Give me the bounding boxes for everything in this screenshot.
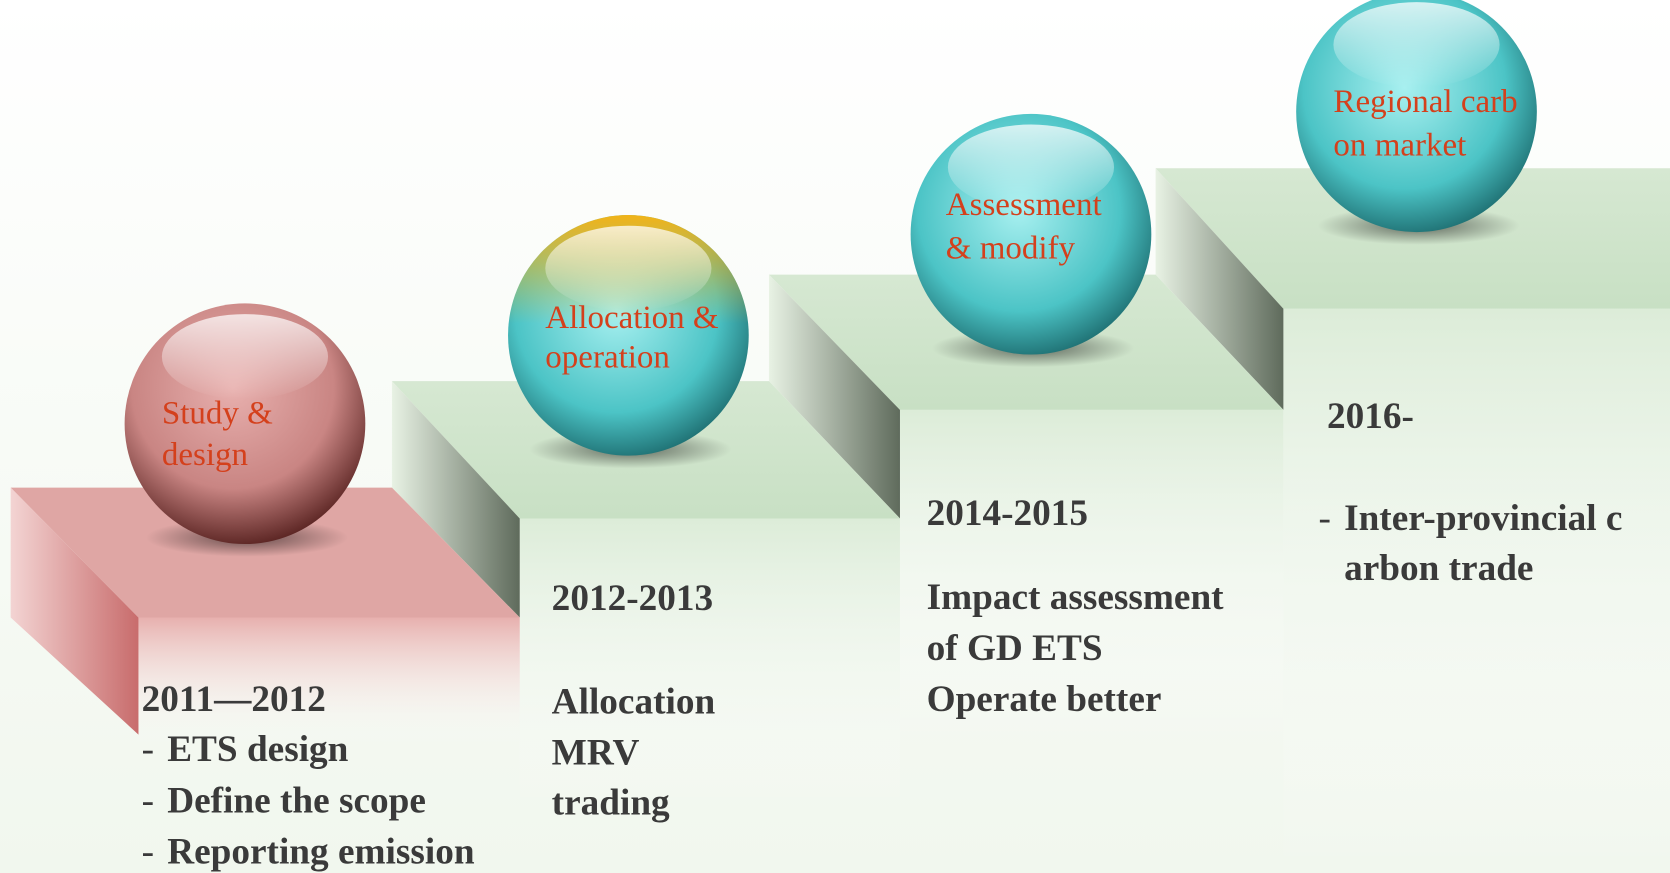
step-front — [1283, 309, 1670, 873]
bullet-marker: - — [142, 729, 154, 770]
sphere-label: design — [162, 437, 248, 473]
step-year: 2011—2012 — [142, 679, 326, 720]
step-item: of GD ETS — [927, 628, 1103, 669]
sphere-label: Assessment — [946, 187, 1102, 223]
sphere-label: Study & — [162, 396, 273, 432]
step-item: Allocation — [552, 681, 716, 722]
sphere-label: Regional carb — [1333, 84, 1517, 120]
roadmap: Study &design2011—2012-ETS design-Define… — [0, 0, 1670, 873]
step-year: 2014-2015 — [927, 493, 1088, 534]
step-item: MRV — [552, 732, 640, 773]
sphere-gloss — [162, 314, 328, 399]
step-item: trading — [552, 782, 670, 823]
step-item: Operate better — [927, 679, 1162, 720]
step-year: 2012-2013 — [552, 578, 713, 619]
step-item: Inter-provincial c — [1344, 498, 1622, 539]
sphere-label: on market — [1333, 127, 1466, 163]
step-item: Define the scope — [167, 780, 426, 821]
bullet-marker: - — [142, 831, 154, 872]
step-item: arbon trade — [1344, 548, 1533, 589]
sphere-gloss — [1333, 2, 1499, 87]
step-item: ETS design — [167, 729, 348, 770]
sphere-label: operation — [545, 339, 670, 375]
sphere-gloss — [545, 226, 711, 311]
sphere-label: Allocation & — [545, 300, 719, 336]
bullet-marker: - — [142, 780, 154, 821]
step-year: 2016- — [1327, 396, 1414, 437]
step-item: Reporting emission — [167, 831, 475, 872]
step-item: Impact assessment — [927, 577, 1225, 618]
sphere-label: & modify — [946, 231, 1076, 267]
bullet-marker: - — [1319, 498, 1331, 539]
